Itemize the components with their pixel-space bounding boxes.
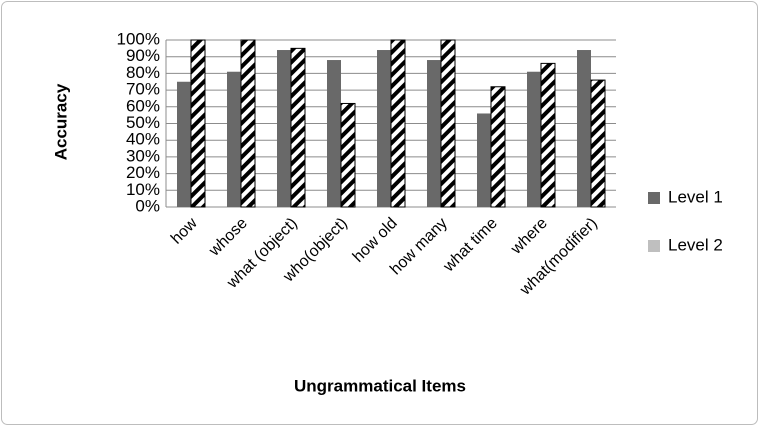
bar xyxy=(377,50,391,207)
bar xyxy=(340,102,356,208)
bar xyxy=(577,50,591,207)
y-tick-label: 100% xyxy=(117,29,160,48)
legend-swatch xyxy=(648,240,660,252)
bar xyxy=(227,71,241,207)
bar xyxy=(277,50,291,207)
x-axis-title: Ungrammatical Items xyxy=(294,376,466,395)
y-tick-label: 10% xyxy=(126,180,160,199)
bar xyxy=(240,39,256,208)
legend-label: Level 1 xyxy=(668,187,723,206)
y-tick-label: 0% xyxy=(135,196,160,215)
legend-swatch xyxy=(648,192,660,204)
y-tick-label: 90% xyxy=(126,46,160,65)
y-tick-label: 30% xyxy=(126,146,160,165)
y-tick-label: 70% xyxy=(126,80,160,99)
bar xyxy=(290,47,306,208)
bar xyxy=(477,113,491,207)
bar xyxy=(527,71,541,207)
bar xyxy=(490,86,506,208)
bar xyxy=(427,60,441,207)
y-tick-label: 40% xyxy=(126,130,160,149)
y-tick-label: 60% xyxy=(126,96,160,115)
bar xyxy=(177,81,191,207)
y-axis-title: Accuracy xyxy=(51,83,70,160)
y-tick-label: 20% xyxy=(126,163,160,182)
bar xyxy=(190,39,206,208)
bar xyxy=(440,39,456,208)
bar xyxy=(590,79,606,208)
bar xyxy=(327,60,341,207)
y-tick-label: 50% xyxy=(126,113,160,132)
legend-label: Level 2 xyxy=(668,235,723,254)
bar xyxy=(540,62,556,208)
y-tick-label: 80% xyxy=(126,63,160,82)
bar xyxy=(390,39,406,208)
